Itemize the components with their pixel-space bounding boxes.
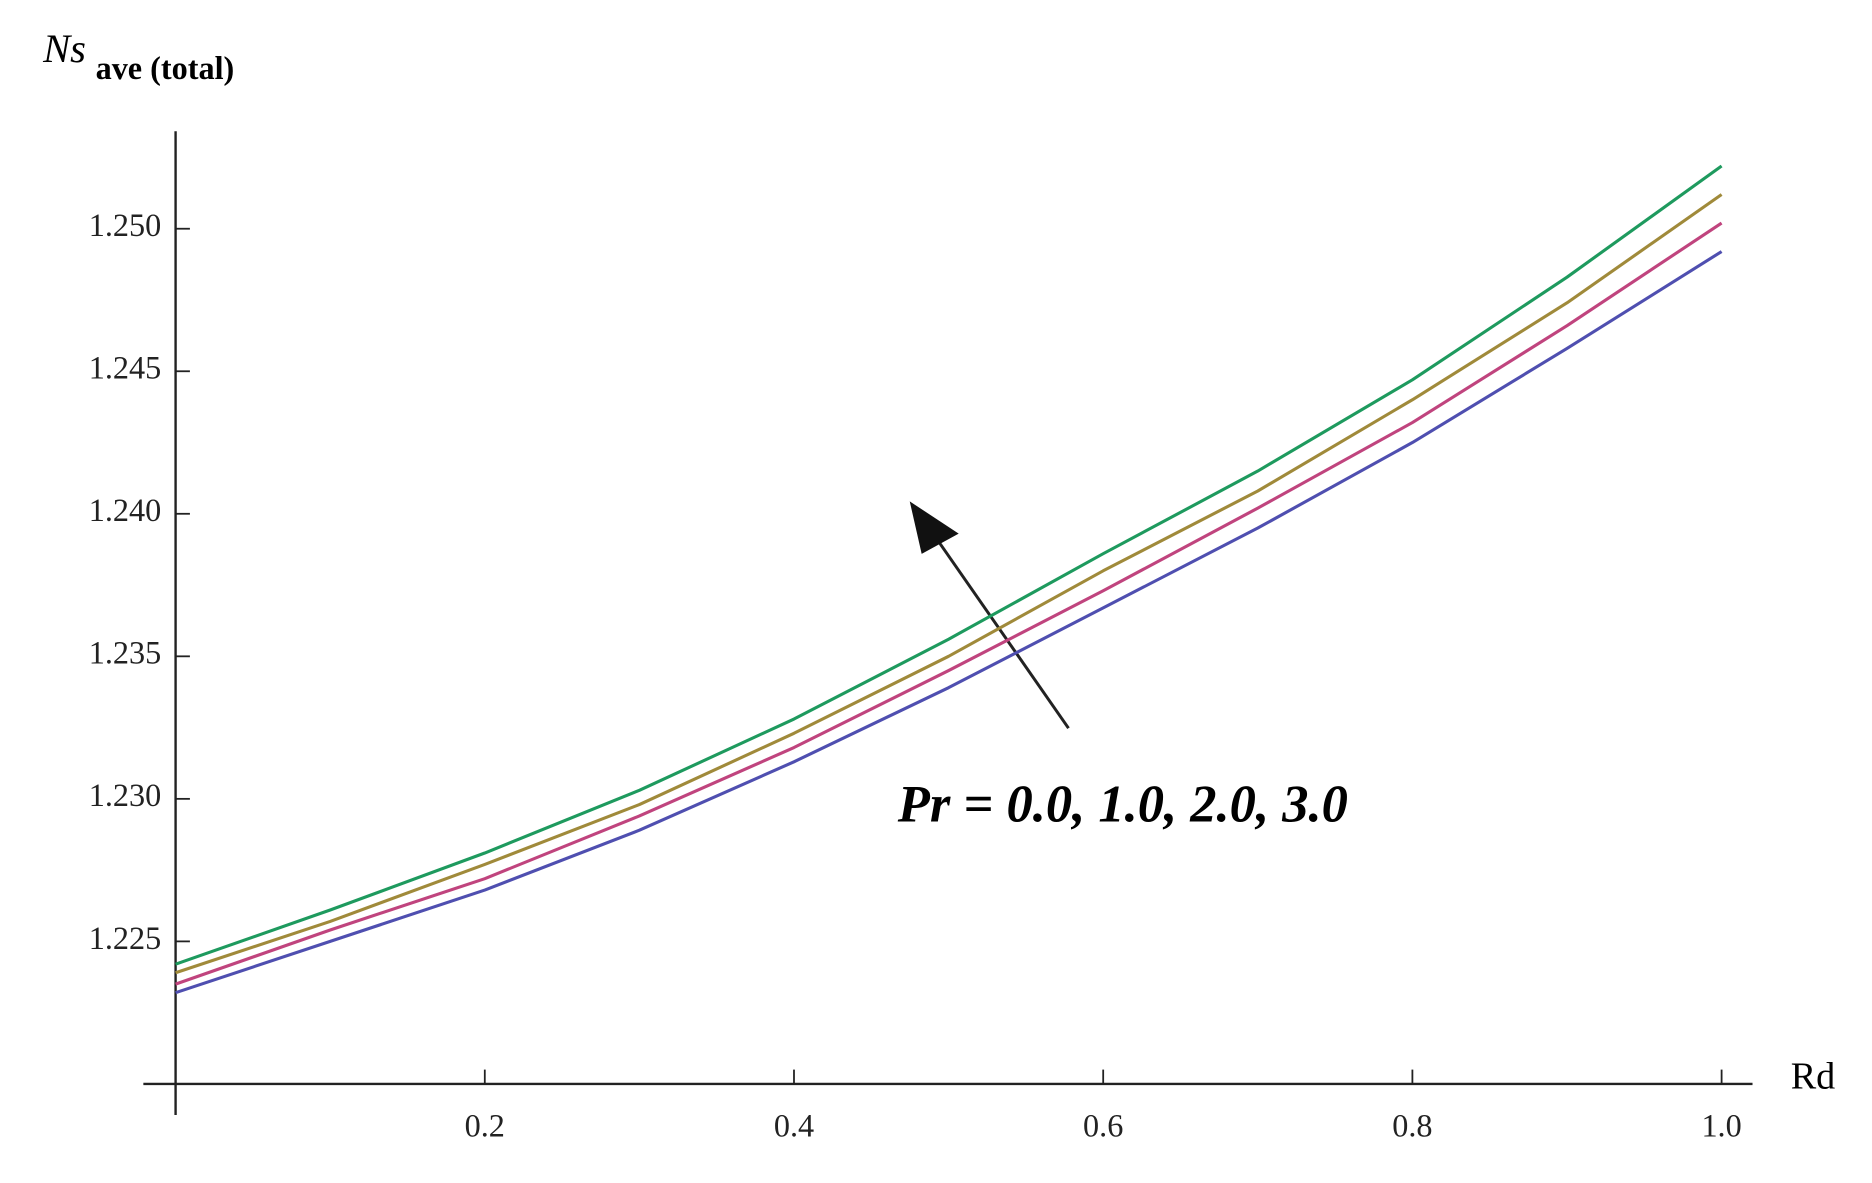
x-tick-label: 0.6 bbox=[1083, 1108, 1123, 1144]
series-line bbox=[175, 193, 1723, 975]
series-line bbox=[175, 221, 1723, 986]
y-tick-label: 1.240 bbox=[89, 492, 162, 528]
x-tick-label: 0.8 bbox=[1392, 1108, 1432, 1144]
y-axis-label: Ns bbox=[42, 26, 86, 71]
y-tick-label: 1.250 bbox=[89, 207, 162, 243]
series-line bbox=[175, 250, 1723, 995]
annotation: Pr = 0.0, 1.0, 2.0, 3.0 bbox=[897, 775, 1348, 833]
x-tick-label: 0.4 bbox=[774, 1108, 814, 1144]
x-tick-label: 1.0 bbox=[1701, 1108, 1741, 1144]
x-tick-label: 0.2 bbox=[465, 1108, 505, 1144]
series-line bbox=[175, 164, 1723, 966]
y-axis-label-subscript: ave (total) bbox=[96, 50, 235, 86]
x-axis-label: Rd bbox=[1791, 1056, 1836, 1098]
annotation-arrow bbox=[909, 501, 1070, 730]
y-tick-label: 1.225 bbox=[89, 920, 162, 956]
y-tick-label: 1.235 bbox=[89, 635, 162, 671]
y-tick-label: 1.230 bbox=[89, 777, 162, 813]
y-tick-label: 1.245 bbox=[89, 350, 162, 386]
